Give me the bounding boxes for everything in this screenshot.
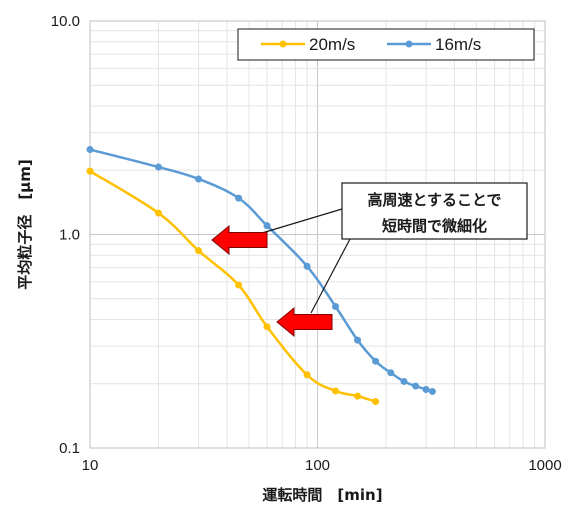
data-point-20ms: [303, 371, 311, 379]
y-tick-label: 1.0: [59, 227, 80, 244]
red-arrow-lower: [276, 306, 333, 338]
data-point-16ms: [422, 385, 430, 393]
data-point-16ms: [332, 303, 340, 311]
x-axis-title: 運転時間 [min]: [262, 486, 382, 504]
data-point-16ms: [154, 163, 162, 171]
y-tick-label: 0.1: [59, 440, 80, 457]
data-point-16ms: [428, 387, 436, 395]
legend-label-16ms: 16m/s: [435, 35, 481, 54]
data-point-16ms: [400, 377, 408, 385]
y-axis-tick-labels: 0.1 1.0 10.0: [51, 13, 80, 457]
legend: 20m/s 16m/s: [237, 28, 535, 61]
data-point-16ms: [235, 194, 243, 202]
data-point-16ms: [372, 357, 380, 365]
data-point-16ms: [86, 146, 94, 154]
x-tick-label: 1000: [528, 457, 561, 474]
x-tick-label: 100: [305, 457, 330, 474]
annotation-leader-line-1: [261, 208, 343, 234]
data-point-20ms: [154, 209, 162, 217]
legend-marker-20ms: [279, 40, 287, 48]
data-point-20ms: [195, 247, 203, 255]
x-axis-tick-labels: 10 100 1000: [82, 457, 562, 474]
data-point-20ms: [354, 392, 362, 400]
data-point-20ms: [263, 323, 271, 331]
data-point-20ms: [86, 167, 94, 175]
annotation-box: [341, 182, 528, 240]
red-arrow-upper: [211, 224, 268, 256]
data-point-20ms: [235, 281, 243, 289]
data-point-16ms: [412, 382, 420, 390]
annotation-leader-line-2: [310, 238, 351, 314]
data-point-16ms: [354, 336, 362, 344]
annotation: 高周速とすることで 短時間で微細化: [211, 182, 528, 338]
data-point-16ms: [303, 262, 311, 270]
data-point-16ms: [387, 369, 395, 377]
data-point-16ms: [195, 175, 203, 183]
data-point-20ms: [332, 387, 340, 395]
legend-marker-16ms: [405, 40, 413, 48]
data-point-20ms: [372, 398, 380, 406]
y-tick-label: 10.0: [51, 13, 80, 30]
plot-area-border: [89, 20, 546, 449]
x-tick-label: 10: [82, 457, 99, 474]
annotation-text-line-2: 短時間で微細化: [382, 217, 487, 235]
annotation-text-line-1: 高周速とすることで: [367, 191, 501, 209]
data-point-16ms: [263, 222, 271, 230]
series-layer: [86, 146, 436, 406]
legend-label-20ms: 20m/s: [309, 35, 355, 54]
y-axis-title: 平均粒子径 [μm]: [16, 159, 34, 289]
